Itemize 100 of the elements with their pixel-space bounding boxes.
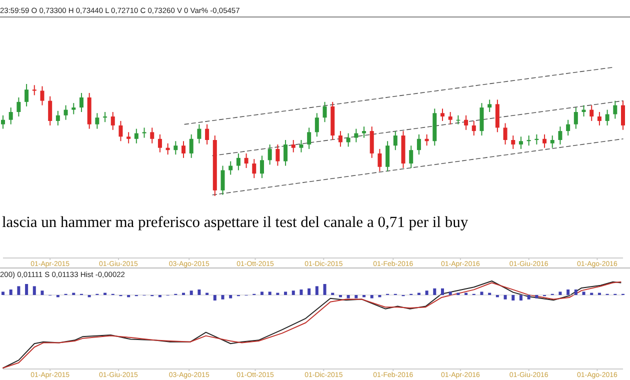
bar — [440, 288, 444, 295]
candlestick — [613, 100, 618, 120]
bar — [527, 295, 530, 300]
candlestick — [79, 92, 84, 112]
bar — [268, 292, 272, 295]
candlestick — [64, 104, 68, 120]
candlestick — [605, 109, 610, 126]
candlestick — [118, 120, 123, 142]
candlestick — [95, 112, 100, 130]
bar — [292, 290, 295, 295]
candlestick — [503, 122, 508, 145]
bar — [9, 290, 12, 295]
bar — [213, 295, 216, 300]
candlestick — [558, 126, 562, 145]
candlestick — [464, 114, 468, 130]
candlestick — [314, 112, 319, 138]
bar — [284, 292, 288, 295]
bar — [323, 284, 326, 295]
candlestick — [40, 86, 44, 106]
candlestick — [378, 148, 382, 172]
candlestick — [1, 114, 5, 130]
bar — [221, 295, 224, 300]
candlestick — [550, 135, 554, 148]
bar — [574, 290, 578, 295]
bar — [558, 292, 562, 295]
bar — [354, 295, 358, 298]
bar — [17, 286, 20, 295]
candlestick — [566, 119, 570, 136]
candlestick — [362, 126, 366, 138]
bar — [32, 286, 36, 295]
bar — [315, 286, 318, 295]
candlestick — [236, 152, 240, 171]
candlestick — [409, 145, 414, 168]
bar — [535, 295, 538, 298]
bar — [512, 295, 515, 300]
candlestick — [495, 99, 500, 133]
candlestick — [126, 132, 131, 144]
bar — [480, 292, 484, 295]
candlestick — [488, 99, 492, 112]
candlestick — [197, 124, 202, 144]
bar — [582, 292, 586, 295]
candlestick — [276, 144, 280, 166]
bar — [425, 290, 428, 295]
bar — [25, 284, 28, 295]
candlestick — [48, 96, 52, 126]
bar — [40, 290, 44, 295]
candlestick — [260, 155, 264, 179]
candlestick — [338, 130, 342, 148]
candlestick — [284, 140, 288, 166]
bar — [370, 295, 374, 298]
candlestick — [205, 124, 210, 145]
candlestick — [291, 140, 296, 153]
candlestick — [299, 140, 304, 153]
candlestick — [244, 152, 248, 168]
bar — [2, 292, 4, 295]
candlestick — [8, 107, 13, 125]
candlestick — [393, 130, 398, 151]
candlestick — [142, 127, 146, 138]
bar — [346, 295, 350, 298]
candlestick — [518, 136, 523, 150]
candlestick — [174, 140, 178, 156]
bar — [504, 295, 507, 300]
candlestick — [72, 102, 76, 115]
candlestick — [597, 112, 602, 126]
candlestick — [220, 165, 225, 196]
bar — [229, 295, 232, 298]
candlestick — [16, 96, 21, 117]
bar — [433, 288, 436, 295]
text: lascia un hammer ma preferisco aspettare il test del canale a 0,71 per il buy — [2, 214, 468, 231]
candlestick — [590, 104, 594, 122]
bar — [198, 290, 201, 295]
candlestick — [189, 134, 194, 158]
candlestick — [386, 140, 390, 172]
candlestick — [268, 144, 272, 166]
candlestick — [150, 127, 154, 144]
candlestick — [182, 140, 186, 158]
candlestick — [56, 110, 60, 126]
candlestick — [621, 100, 625, 130]
bar — [300, 290, 303, 295]
candlestick — [134, 128, 138, 144]
candlestick — [370, 126, 374, 158]
bar — [519, 295, 522, 300]
candlestick — [110, 112, 115, 130]
candlestick — [354, 128, 358, 143]
candlestick — [574, 107, 578, 130]
bar — [448, 292, 452, 295]
candlestick — [322, 101, 327, 123]
candlestick — [542, 134, 547, 148]
bar — [260, 292, 264, 295]
candlestick — [158, 134, 162, 153]
candlestick — [440, 108, 444, 122]
candlestick — [511, 135, 516, 150]
bar — [566, 290, 570, 295]
candlestick — [448, 112, 452, 125]
candlestick — [416, 134, 421, 156]
candlestick — [252, 158, 256, 179]
candlestick — [24, 84, 29, 107]
candlestick — [480, 102, 484, 136]
candlestick — [307, 127, 312, 150]
bar — [190, 290, 193, 295]
